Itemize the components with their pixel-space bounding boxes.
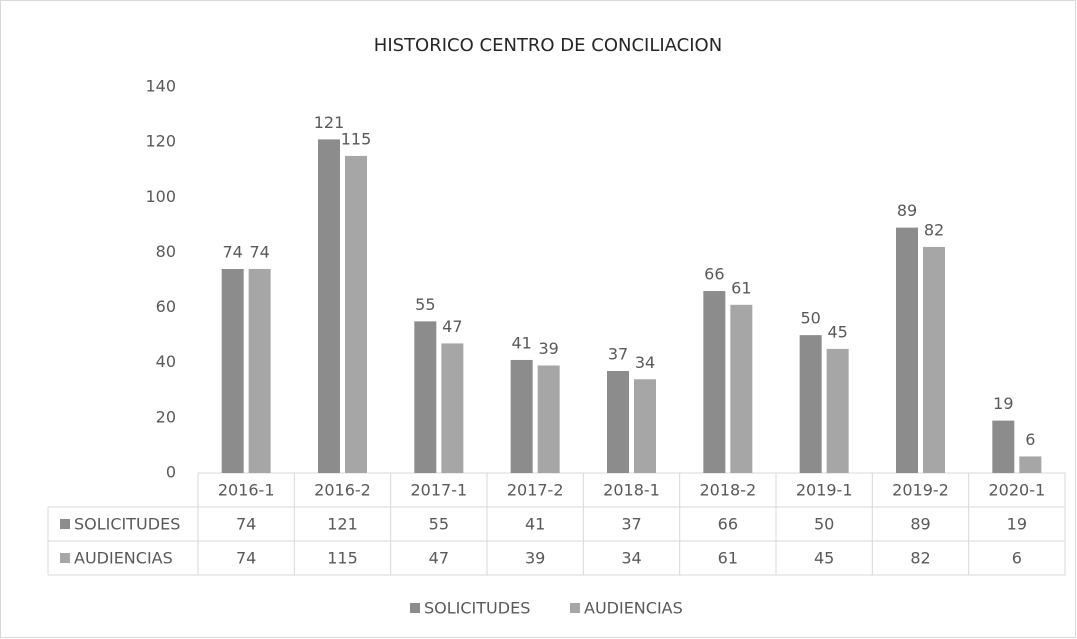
y-tick-label: 40 bbox=[156, 352, 176, 371]
bar bbox=[634, 379, 656, 473]
bar bbox=[510, 359, 533, 473]
table-cell: 61 bbox=[718, 549, 738, 568]
data-label: 55 bbox=[415, 295, 435, 314]
bar bbox=[703, 291, 726, 473]
y-tick-label: 100 bbox=[145, 187, 176, 206]
y-tick-label: 60 bbox=[156, 297, 176, 316]
bar bbox=[318, 139, 340, 473]
data-label: 47 bbox=[442, 317, 462, 336]
data-label: 115 bbox=[341, 129, 372, 148]
table-cell: 115 bbox=[327, 549, 358, 568]
data-label: 39 bbox=[538, 339, 558, 358]
table-cell: 66 bbox=[718, 515, 738, 534]
x-tick-label: 2016-2 bbox=[314, 481, 371, 500]
x-tick-label: 2018-1 bbox=[603, 481, 660, 500]
x-tick-label: 2019-2 bbox=[892, 481, 949, 500]
x-tick-label: 2016-1 bbox=[218, 481, 275, 500]
data-label: 74 bbox=[249, 242, 269, 261]
table-cell: 45 bbox=[814, 549, 834, 568]
table-cell: 34 bbox=[621, 549, 641, 568]
table-cell: 89 bbox=[910, 515, 930, 534]
data-label: 121 bbox=[314, 113, 345, 132]
bar bbox=[1019, 456, 1042, 473]
legend-key bbox=[570, 603, 580, 613]
bar bbox=[221, 268, 244, 473]
bar bbox=[992, 420, 1015, 473]
bar bbox=[896, 227, 918, 473]
table-legend-key bbox=[60, 553, 70, 563]
table-cell: 41 bbox=[525, 515, 545, 534]
data-label: 6 bbox=[1025, 430, 1035, 449]
table-cell: 82 bbox=[910, 549, 930, 568]
table-cell: 50 bbox=[814, 515, 834, 534]
data-label: 19 bbox=[993, 394, 1013, 413]
table-cell: 121 bbox=[327, 515, 358, 534]
table-cell: 74 bbox=[236, 515, 256, 534]
x-tick-label: 2017-1 bbox=[410, 481, 467, 500]
data-label: 66 bbox=[704, 265, 724, 284]
table-cell: 47 bbox=[429, 549, 449, 568]
bar bbox=[537, 365, 560, 473]
bar bbox=[345, 155, 367, 473]
legend-label: SOLICITUDES bbox=[424, 599, 530, 618]
y-tick-label: 0 bbox=[166, 463, 176, 482]
table-cell: 6 bbox=[1012, 549, 1022, 568]
data-label: 50 bbox=[800, 309, 820, 328]
data-label: 45 bbox=[827, 322, 847, 341]
y-tick-label: 20 bbox=[156, 407, 176, 426]
data-label: 61 bbox=[731, 278, 751, 297]
x-tick-label: 2017-2 bbox=[507, 481, 564, 500]
table-cell: 74 bbox=[236, 549, 256, 568]
bar bbox=[730, 304, 753, 473]
table-legend-key bbox=[60, 519, 70, 529]
table-row-label: SOLICITUDES bbox=[74, 515, 180, 534]
x-tick-label: 2018-2 bbox=[699, 481, 756, 500]
table-cell: 55 bbox=[429, 515, 449, 534]
legend-key bbox=[410, 603, 420, 613]
data-label: 37 bbox=[608, 344, 628, 363]
table-cell: 37 bbox=[621, 515, 641, 534]
x-tick-label: 2019-1 bbox=[796, 481, 853, 500]
chart-title: HISTORICO CENTRO DE CONCILIACION bbox=[374, 35, 722, 56]
y-tick-label: 140 bbox=[145, 77, 176, 96]
table-cell: 19 bbox=[1007, 515, 1027, 534]
data-label: 41 bbox=[511, 333, 531, 352]
data-label: 82 bbox=[924, 220, 944, 239]
data-label: 74 bbox=[222, 242, 242, 261]
data-label: 34 bbox=[635, 353, 655, 372]
y-tick-label: 120 bbox=[145, 132, 176, 151]
bar bbox=[414, 321, 437, 473]
legend-label: AUDIENCIAS bbox=[584, 599, 683, 618]
data-label: 89 bbox=[897, 201, 917, 220]
x-tick-label: 2020-1 bbox=[988, 481, 1045, 500]
bar bbox=[441, 343, 464, 473]
bar bbox=[826, 348, 849, 473]
bar bbox=[799, 335, 822, 473]
table-row-label: AUDIENCIAS bbox=[74, 549, 173, 568]
y-tick-label: 80 bbox=[156, 242, 176, 261]
bar bbox=[248, 268, 271, 473]
bar bbox=[607, 370, 629, 473]
bar bbox=[923, 246, 945, 473]
table-cell: 39 bbox=[525, 549, 545, 568]
